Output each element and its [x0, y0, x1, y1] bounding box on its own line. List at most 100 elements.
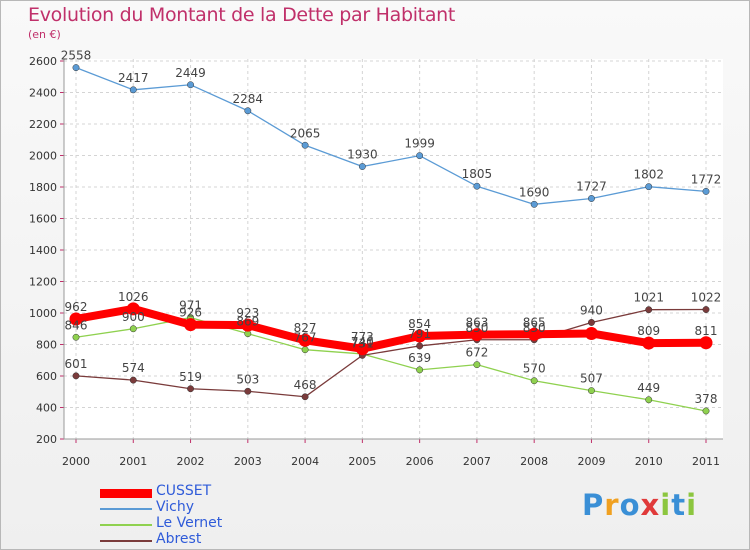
x-tick-label: 2008 — [520, 455, 548, 468]
series-line — [75, 66, 707, 205]
data-point — [72, 333, 80, 341]
chart-subtitle: (en €) — [28, 28, 61, 41]
data-label: 1805 — [462, 167, 493, 181]
data-point — [184, 318, 198, 332]
data-label: 863 — [465, 316, 488, 330]
data-label: 2065 — [290, 126, 321, 140]
data-point — [530, 377, 538, 385]
x-tick-label: 2011 — [692, 455, 720, 468]
x-tick-label: 2002 — [177, 455, 205, 468]
data-label: 1690 — [519, 185, 550, 199]
data-label: 1772 — [691, 172, 722, 186]
x-tick-label: 2003 — [234, 455, 262, 468]
grid — [64, 59, 723, 440]
series-layer — [69, 64, 713, 415]
series-cusset — [69, 302, 713, 356]
data-label: 854 — [408, 317, 431, 331]
legend-label: Vichy — [156, 499, 195, 515]
data-point — [72, 64, 80, 72]
x-tick-label: 2004 — [291, 455, 319, 468]
data-label: 639 — [408, 351, 431, 365]
data-point — [301, 346, 309, 354]
y-tick-label: 800 — [36, 339, 57, 352]
series-le-vernet — [72, 314, 710, 415]
data-label: 926 — [179, 306, 202, 320]
y-tick-label: 600 — [36, 370, 57, 383]
data-point — [473, 361, 481, 369]
legend-swatch — [100, 508, 152, 510]
data-label: 2449 — [175, 66, 206, 80]
data-point — [645, 306, 653, 314]
data-label: 503 — [236, 372, 259, 386]
data-label: 378 — [695, 392, 718, 406]
brand-letter: t — [671, 488, 687, 522]
data-point — [588, 387, 595, 395]
data-point — [642, 336, 656, 350]
data-point — [298, 333, 312, 347]
series-line — [75, 308, 707, 398]
y-tick-label: 2400 — [29, 87, 57, 100]
data-labels: 962 1026 926 923 827 773 854 863 865 809 811 2558 24… — [61, 49, 722, 406]
data-label: 865 — [523, 315, 546, 329]
data-label: 672 — [465, 346, 488, 360]
data-label: 830 — [523, 321, 546, 335]
x-tick-label: 2005 — [348, 455, 376, 468]
data-label: 923 — [236, 306, 259, 320]
data-label: 1999 — [404, 137, 435, 151]
data-point — [129, 86, 137, 94]
legend-label: CUSSET — [156, 483, 212, 499]
x-tick-label: 2006 — [406, 455, 434, 468]
data-point — [126, 302, 140, 316]
y-tick-label: 2600 — [29, 55, 57, 68]
data-point — [702, 407, 710, 415]
y-tick-label: 200 — [36, 433, 57, 446]
brand-logo: Proxiti — [582, 488, 697, 522]
legend-label: Abrest — [156, 531, 202, 547]
data-point — [416, 342, 424, 350]
data-point — [470, 328, 484, 342]
data-label: 971 — [179, 299, 202, 313]
data-point — [129, 325, 137, 333]
data-label: 811 — [695, 324, 718, 338]
data-point — [413, 329, 427, 343]
data-label: 1727 — [576, 179, 607, 193]
brand-letter: i — [686, 488, 698, 522]
data-label: 1022 — [691, 291, 722, 305]
y-tick-label: 2200 — [29, 118, 57, 131]
brand-letter: x — [640, 488, 661, 522]
data-label: 449 — [637, 381, 660, 395]
legend-swatch — [100, 540, 152, 542]
data-label: 519 — [179, 370, 202, 384]
brand-letter: i — [660, 488, 672, 522]
y-tick-label: 400 — [36, 402, 57, 415]
chart-title: Evolution du Montant de la Dette par Hab… — [28, 4, 456, 26]
series-line — [72, 304, 710, 353]
data-label: 2558 — [61, 49, 92, 63]
legend-swatch — [100, 524, 152, 526]
x-tick-label: 2001 — [119, 455, 147, 468]
data-point — [584, 326, 598, 340]
data-label: 830 — [465, 321, 488, 335]
brand-letter: r — [604, 488, 620, 522]
axes: 200 400 600 800 1000 1200 1400 1600 1800 2000 2200… — [29, 55, 723, 468]
data-point — [358, 163, 366, 170]
series-vichy — [72, 64, 710, 208]
y-tick-label: 1200 — [29, 276, 57, 289]
data-point — [416, 152, 424, 160]
data-label: 846 — [65, 318, 88, 332]
data-point — [129, 376, 137, 384]
data-point — [301, 393, 309, 401]
data-label: 1026 — [118, 290, 149, 304]
y-tick-label: 1800 — [29, 181, 57, 194]
data-point — [72, 372, 80, 380]
data-point — [702, 306, 710, 313]
data-point — [588, 195, 595, 202]
data-label: 827 — [294, 321, 317, 335]
data-label: 900 — [122, 310, 145, 324]
data-point — [244, 387, 252, 395]
data-point — [187, 385, 194, 393]
x-tick-label: 2010 — [635, 455, 663, 468]
data-label: 773 — [351, 330, 374, 344]
data-label: 1021 — [633, 291, 664, 305]
